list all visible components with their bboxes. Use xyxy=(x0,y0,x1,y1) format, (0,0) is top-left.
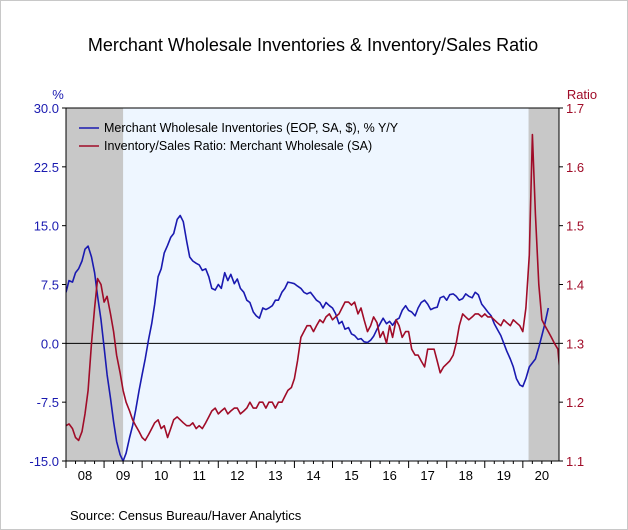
right-tick-label: 1.7 xyxy=(566,101,584,116)
x-axis-ticks: 08 09 10 11 12 13 14 15 16 17 18 19 20 xyxy=(65,461,552,483)
left-tick-label: -15.0 xyxy=(29,454,59,469)
recession-band-0 xyxy=(66,108,124,461)
plot-area xyxy=(66,108,559,461)
x-tick-label: 11 xyxy=(192,468,206,483)
x-tick-label: 09 xyxy=(116,468,130,483)
x-tick-label: 19 xyxy=(497,468,511,483)
chart-title: Merchant Wholesale Inventories & Invento… xyxy=(88,35,538,55)
left-axis-ticks: 30.0 22.5 15.0 7.5 0.0 -7.5 -15.0 xyxy=(29,101,66,469)
right-tick-label: 1.3 xyxy=(566,336,584,351)
x-tick-label: 17 xyxy=(420,468,434,483)
legend: Merchant Wholesale Inventories (EOP, SA,… xyxy=(79,121,399,153)
left-tick-label: 15.0 xyxy=(34,219,59,234)
right-tick-label: 1.2 xyxy=(566,395,584,410)
legend-label-ratio: Inventory/Sales Ratio: Merchant Wholesal… xyxy=(104,139,372,153)
right-tick-label: 1.5 xyxy=(566,219,584,234)
x-tick-label: 15 xyxy=(344,468,358,483)
left-tick-label: 0.0 xyxy=(41,336,59,351)
x-tick-label: 20 xyxy=(535,468,549,483)
right-tick-label: 1.1 xyxy=(566,454,584,469)
x-tick-label: 10 xyxy=(154,468,168,483)
x-tick-label: 18 xyxy=(458,468,472,483)
right-tick-label: 1.6 xyxy=(566,160,584,175)
x-tick-label: 13 xyxy=(268,468,282,483)
right-axis-label: Ratio xyxy=(567,87,597,102)
left-tick-label: 22.5 xyxy=(34,160,59,175)
left-tick-label: -7.5 xyxy=(37,395,59,410)
left-tick-label: 7.5 xyxy=(41,278,59,293)
x-tick-label: 14 xyxy=(306,468,320,483)
recession-bands xyxy=(66,108,559,461)
right-tick-label: 1.4 xyxy=(566,278,584,293)
left-axis-label: % xyxy=(52,87,64,102)
x-tick-label: 08 xyxy=(78,468,92,483)
legend-label-inventories: Merchant Wholesale Inventories (EOP, SA,… xyxy=(104,121,399,135)
x-tick-label: 12 xyxy=(230,468,244,483)
source-note: Source: Census Bureau/Haver Analytics xyxy=(70,508,302,523)
left-tick-label: 30.0 xyxy=(34,101,59,116)
series-layer xyxy=(66,133,559,461)
series-line-inventories xyxy=(66,214,550,461)
x-tick-label: 16 xyxy=(382,468,396,483)
right-axis-ticks: 1.7 1.6 1.5 1.4 1.3 1.2 1.1 xyxy=(559,101,584,469)
series-line-ratio xyxy=(66,133,559,442)
